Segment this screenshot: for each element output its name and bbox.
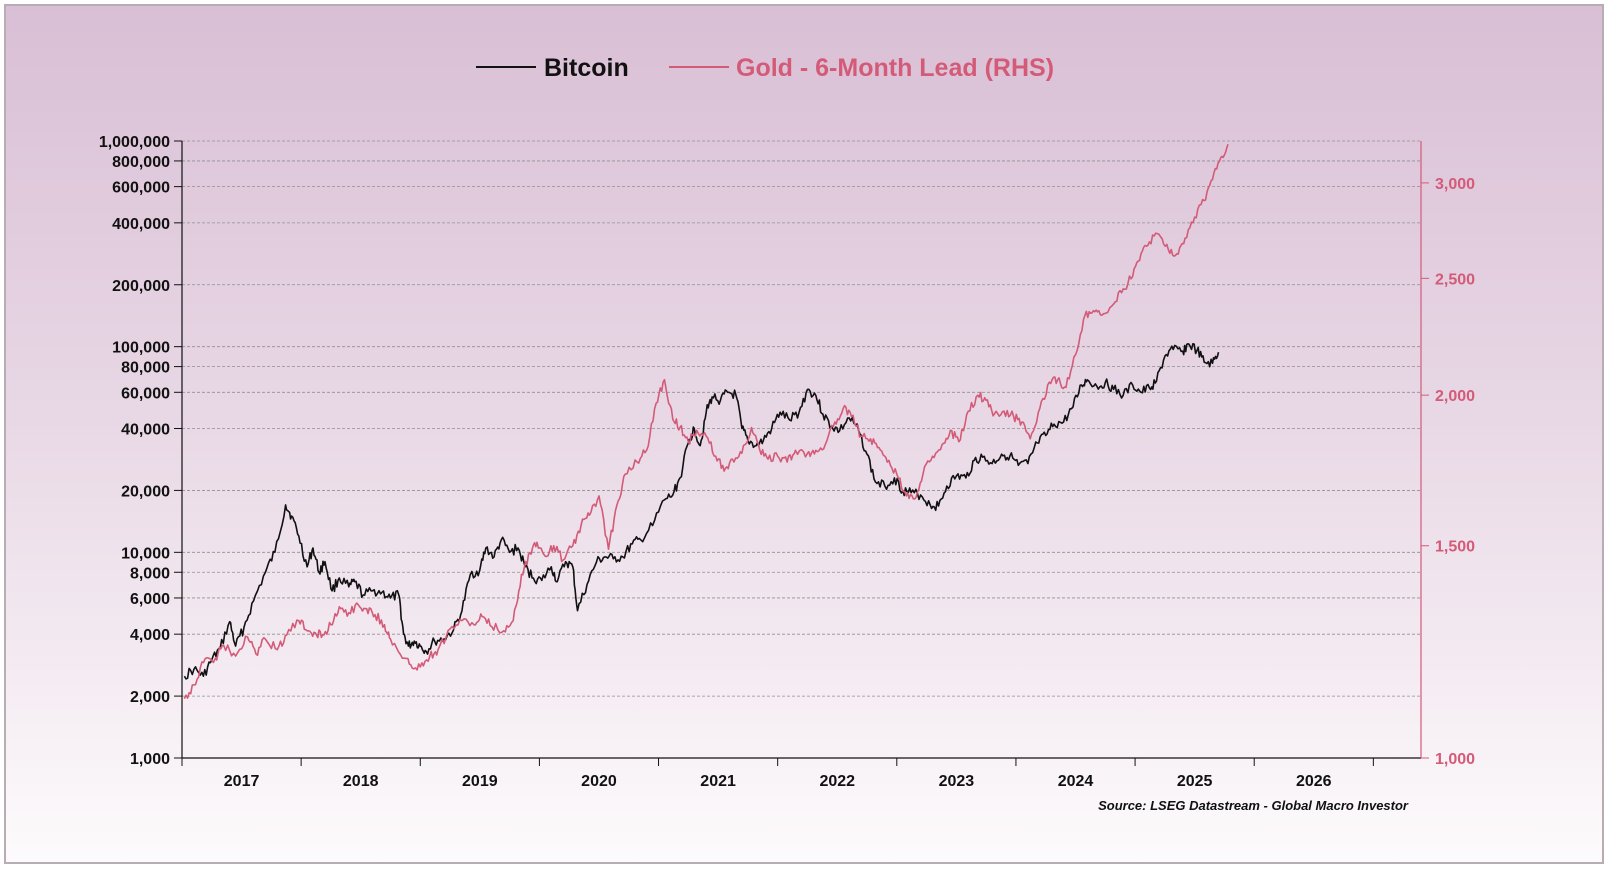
left-tick-label: 20,000: [121, 483, 170, 500]
series-lines: [183, 143, 1229, 700]
legend: Bitcoin Gold - 6-Month Lead (RHS): [476, 54, 1054, 82]
chart-canvas: Bitcoin Gold - 6-Month Lead (RHS) 1,000 2…: [99, 54, 1475, 813]
left-tick-label: 8,000: [130, 565, 170, 582]
x-axis-ticks: 2017 2018 2019 2020 2021 2022 2023 2024 2025 2026: [181, 758, 1374, 790]
right-tick-label: 2,500: [1435, 271, 1475, 288]
right-tick-label: 3,000: [1435, 176, 1475, 193]
left-tick-label: 80,000: [121, 360, 170, 377]
right-tick-label: 1,000: [1435, 751, 1475, 768]
x-tick-label: 2019: [462, 773, 498, 790]
left-tick-label: 2,000: [130, 689, 170, 706]
x-tick-label: 2018: [343, 773, 379, 790]
x-tick-label: 2020: [581, 773, 617, 790]
left-tick-label: 6,000: [130, 591, 170, 608]
gridlines: [182, 140, 1421, 697]
x-tick-label: 2021: [700, 773, 736, 790]
x-tick-label: 2024: [1058, 773, 1094, 790]
right-tick-label: 1,500: [1435, 539, 1475, 556]
x-tick-label: 2023: [939, 773, 975, 790]
x-tick-label: 2026: [1296, 773, 1332, 790]
legend-bitcoin-label: Bitcoin: [544, 54, 629, 82]
left-tick-label: 800,000: [112, 154, 170, 171]
left-tick-label: 4,000: [130, 627, 170, 644]
x-tick-label: 2025: [1177, 773, 1213, 790]
axes: [181, 141, 1422, 759]
bitcoin-series-line: [183, 343, 1220, 680]
right-axis-ticks: 1,000 1,500 2,000 2,500 3,000: [1421, 176, 1475, 768]
left-tick-label: 200,000: [112, 278, 170, 295]
chart-frame: Bitcoin Gold - 6-Month Lead (RHS) 1,000 2…: [4, 4, 1604, 864]
left-tick-label: 10,000: [121, 545, 170, 562]
source-note: Source: LSEG Datastream - Global Macro I…: [1098, 798, 1409, 813]
left-tick-label: 400,000: [112, 216, 170, 233]
left-tick-label: 60,000: [121, 385, 170, 402]
x-tick-label: 2022: [819, 773, 855, 790]
left-tick-label: 1,000,000: [99, 134, 170, 151]
x-tick-label: 2017: [224, 773, 260, 790]
left-tick-label: 40,000: [121, 422, 170, 439]
legend-gold-label: Gold - 6-Month Lead (RHS): [736, 54, 1054, 82]
right-tick-label: 2,000: [1435, 388, 1475, 405]
left-tick-label: 100,000: [112, 340, 170, 357]
gold-series-line: [183, 143, 1229, 700]
left-axis-ticks: 1,000 2,000 4,000 6,000 8,000 10,000 20,000 40,…: [99, 134, 182, 768]
left-tick-label: 600,000: [112, 180, 170, 197]
left-tick-label: 1,000: [130, 751, 170, 768]
